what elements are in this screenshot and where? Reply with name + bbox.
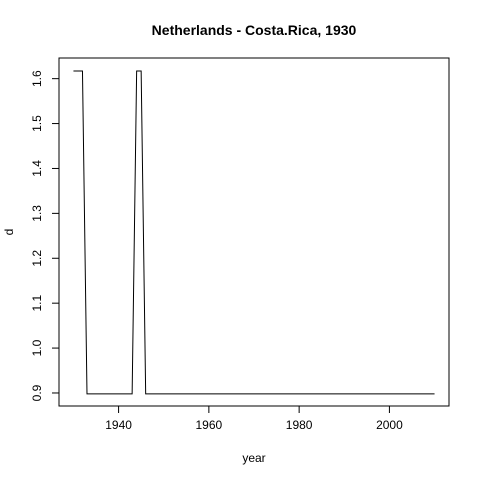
plot-area-frame [58,57,450,407]
x-tick-label: 1980 [286,418,313,432]
x-axis: 1940 1960 1980 2000 [105,405,403,432]
y-tick-label: 1.6 [30,70,44,87]
y-tick-label: 1.1 [30,295,44,312]
x-tick-label: 1940 [105,418,132,432]
y-tick-label: 1.5 [30,115,44,132]
chart-title: Netherlands - Costa.Rica, 1930 [152,22,357,38]
y-tick-label: 1.2 [30,250,44,267]
y-tick-label: 1.3 [30,205,44,222]
x-tick-label: 2000 [376,418,403,432]
series-layer [73,70,435,395]
y-tick-label: 1.0 [30,339,44,356]
series-line-d [73,70,435,395]
y-axis: 0.9 1.0 1.1 1.2 1.3 1.4 1.5 1.6 [30,70,60,401]
y-tick-label: 0.9 [30,384,44,401]
y-axis-label: d [2,229,16,236]
y-tick-label: 1.4 [30,160,44,177]
x-tick-label: 1960 [196,418,223,432]
x-axis-label: year [242,451,265,465]
